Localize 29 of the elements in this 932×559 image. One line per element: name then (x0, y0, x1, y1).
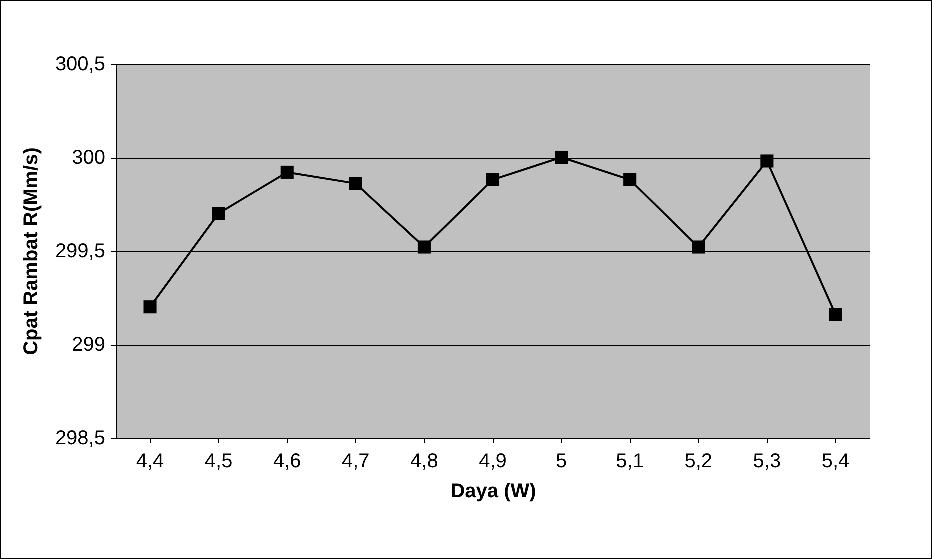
point (280, 166, 294, 179)
point (555, 150, 568, 164)
x-axis-title: Daya (W) (450, 480, 536, 502)
x-tick-label: 4,6 (273, 450, 302, 472)
y-tick-label: 298,5 (55, 428, 106, 450)
y-axis-title: Cpat Rambat R(Mm/s) (20, 148, 42, 356)
x-tick-label: 4,4 (136, 450, 164, 472)
point (418, 240, 431, 254)
x-tick-label: 5,4 (822, 450, 850, 472)
x-tick-label: 5,2 (684, 450, 713, 472)
y-tick-label: 299 (72, 334, 106, 356)
x-tick-label: 4,7 (342, 450, 370, 472)
y-tick-label: 300,5 (55, 54, 106, 76)
point (212, 207, 226, 220)
x-tick-label: 5 (556, 450, 568, 472)
point (624, 173, 637, 186)
point (829, 308, 842, 322)
x-tick-label: 5,3 (753, 450, 782, 472)
y-tick-label: 299,5 (55, 240, 106, 262)
x-tick-label: 4,8 (410, 450, 438, 472)
x-tick-label: 4,9 (479, 450, 507, 472)
point (760, 154, 774, 168)
point (349, 177, 362, 190)
x-tick-label: 5,1 (616, 450, 644, 472)
point (144, 300, 157, 314)
point (486, 173, 500, 186)
y-tick-label: 300 (72, 147, 106, 169)
x-tick-label: 4,5 (204, 450, 233, 472)
point (692, 240, 706, 254)
